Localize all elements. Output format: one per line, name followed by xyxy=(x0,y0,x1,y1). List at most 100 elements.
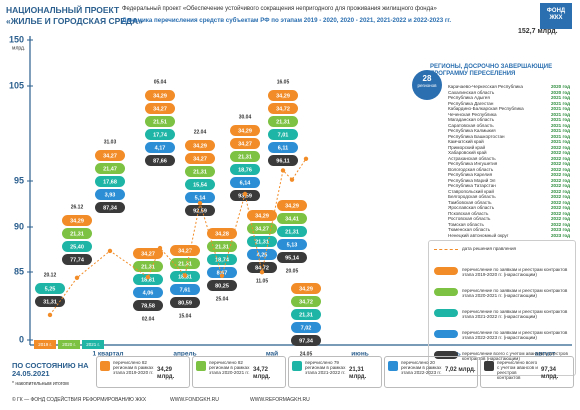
region-name: Сахалинская область xyxy=(448,89,495,95)
region-row: Хабаровский край 2022 год xyxy=(448,150,570,155)
region-row: Ярославская область 2022 год xyxy=(448,205,570,210)
value-pill xyxy=(277,252,307,263)
value-label: 17,74 xyxy=(153,132,168,138)
value-pill xyxy=(170,297,200,308)
y-tick-label: 150 xyxy=(9,34,24,44)
value-label: 34,27 xyxy=(103,153,117,159)
value-label: 21,47 xyxy=(103,166,117,172)
region-year: 2022 год xyxy=(550,194,570,199)
region-year: 2022 год xyxy=(550,210,570,216)
total-dot xyxy=(280,168,286,173)
region-year: 2020 год xyxy=(550,84,570,89)
value-pill xyxy=(247,236,277,247)
region-row: Кабардино-Балкарская Республика 2021 год xyxy=(448,106,570,111)
value-pill xyxy=(170,284,200,295)
region-year: 2021 год xyxy=(550,95,570,100)
value-label: 7,01 xyxy=(278,132,289,138)
region-year: 2022 год xyxy=(550,205,570,210)
value-label: 8,67 xyxy=(217,270,228,276)
value-pill xyxy=(35,283,65,294)
value-pill xyxy=(145,155,175,166)
region-row: Саратовская область 2021 год xyxy=(448,123,570,128)
summary-icon xyxy=(100,361,110,371)
summary-icon xyxy=(196,361,206,371)
legend-pill xyxy=(434,267,458,275)
region-year: 2021 год xyxy=(550,111,570,117)
value-label: 34,27 xyxy=(153,106,167,112)
value-pill xyxy=(247,249,277,260)
value-label: 21,31 xyxy=(215,244,229,250)
value-pill xyxy=(268,142,298,153)
federal-project: Федеральный проект «Обеспечение устойчив… xyxy=(122,6,437,12)
value-label: 5,14 xyxy=(195,195,207,201)
value-label: 34,29 xyxy=(153,93,167,99)
value-pill xyxy=(133,287,163,298)
value-pill xyxy=(291,309,321,320)
date-label: 25.04 xyxy=(216,296,229,302)
value-label: 18,76 xyxy=(238,167,252,173)
region-name: Ростовская область xyxy=(448,216,491,221)
value-label: 7,02 xyxy=(301,325,312,331)
value-pill xyxy=(95,150,125,161)
value-pill xyxy=(277,239,307,250)
month-label: июнь xyxy=(351,351,368,358)
total-dot xyxy=(74,275,80,281)
region-row: Чеченская Республика 2021 год xyxy=(448,112,570,117)
value-label: 93,59 xyxy=(238,193,252,199)
month-label: 1 квартал xyxy=(92,351,123,358)
value-label: 87,66 xyxy=(153,158,167,164)
value-label: 21,31 xyxy=(299,312,313,318)
value-pill xyxy=(247,223,277,234)
y-tick-label: 0 xyxy=(19,334,24,344)
value-label: 34,28 xyxy=(215,231,229,237)
value-pill xyxy=(170,245,200,256)
project-name: «ЖИЛЬЕ И ГОРОДСКАЯ СРЕДА» xyxy=(6,16,143,26)
value-pill xyxy=(247,262,277,273)
region-row: Карачаево-Черкесская Республика 2020 год xyxy=(448,84,570,89)
total-dot xyxy=(303,156,309,161)
region-year: 2022 год xyxy=(550,150,570,155)
subtitle: Динамика перечисления средств субъектам … xyxy=(122,17,452,24)
value-pill xyxy=(185,166,215,177)
regions-count: 28 xyxy=(422,74,432,83)
value-pill xyxy=(185,153,215,164)
region-name: Республика Калмыкия xyxy=(448,128,496,133)
region-year: 2020 год xyxy=(550,89,570,95)
date-label: 16.05 xyxy=(277,79,290,85)
region-name: Камчатский край xyxy=(448,139,484,144)
value-pill xyxy=(185,140,215,151)
value-pill xyxy=(95,202,125,213)
region-name: Хабаровский край xyxy=(448,150,487,155)
value-label: 21,31 xyxy=(141,264,155,270)
value-pill xyxy=(62,228,92,239)
year-band xyxy=(34,340,56,349)
project: НАЦИОНАЛЬНЫЙ ПРОЕКТ xyxy=(6,5,120,15)
value-label: 84,72 xyxy=(255,265,269,271)
value-pill xyxy=(95,176,125,187)
value-label: 87,34 xyxy=(103,205,118,211)
legend-pill xyxy=(434,309,458,317)
region-name: Республика Дагестан xyxy=(448,100,494,106)
value-pill xyxy=(145,90,175,101)
region-year: 2022 год xyxy=(550,177,570,183)
value-pill xyxy=(133,274,163,285)
region-row: Томская область 2022 год xyxy=(448,222,570,227)
date-label: 26.12 xyxy=(71,204,84,210)
region-name: Саратовская область xyxy=(448,122,494,128)
region-name: Вологодская область xyxy=(448,166,494,172)
summary-amount: 34,72 млрд. xyxy=(253,367,271,380)
region-row: Республика Адыгея 2021 год xyxy=(448,95,570,100)
regions-count-label: регионов xyxy=(417,82,437,88)
summary-box: перечислено 20 регионам в рамках этапа 2… xyxy=(384,356,478,388)
region-row: Приморский край 2022 год xyxy=(448,145,570,150)
value-pill xyxy=(145,116,175,127)
value-label: 34,27 xyxy=(178,248,192,254)
total: 152,7 млрд. xyxy=(518,28,558,35)
region-row: Республика Карелия 2022 год xyxy=(448,172,570,177)
value-pill xyxy=(145,142,175,153)
value-pill xyxy=(62,254,92,265)
status: ПО СОСТОЯНИЮ НА 24.05.2021 xyxy=(12,361,89,379)
value-label: 5,13 xyxy=(287,242,298,248)
region-year: 2022 год xyxy=(550,188,570,194)
